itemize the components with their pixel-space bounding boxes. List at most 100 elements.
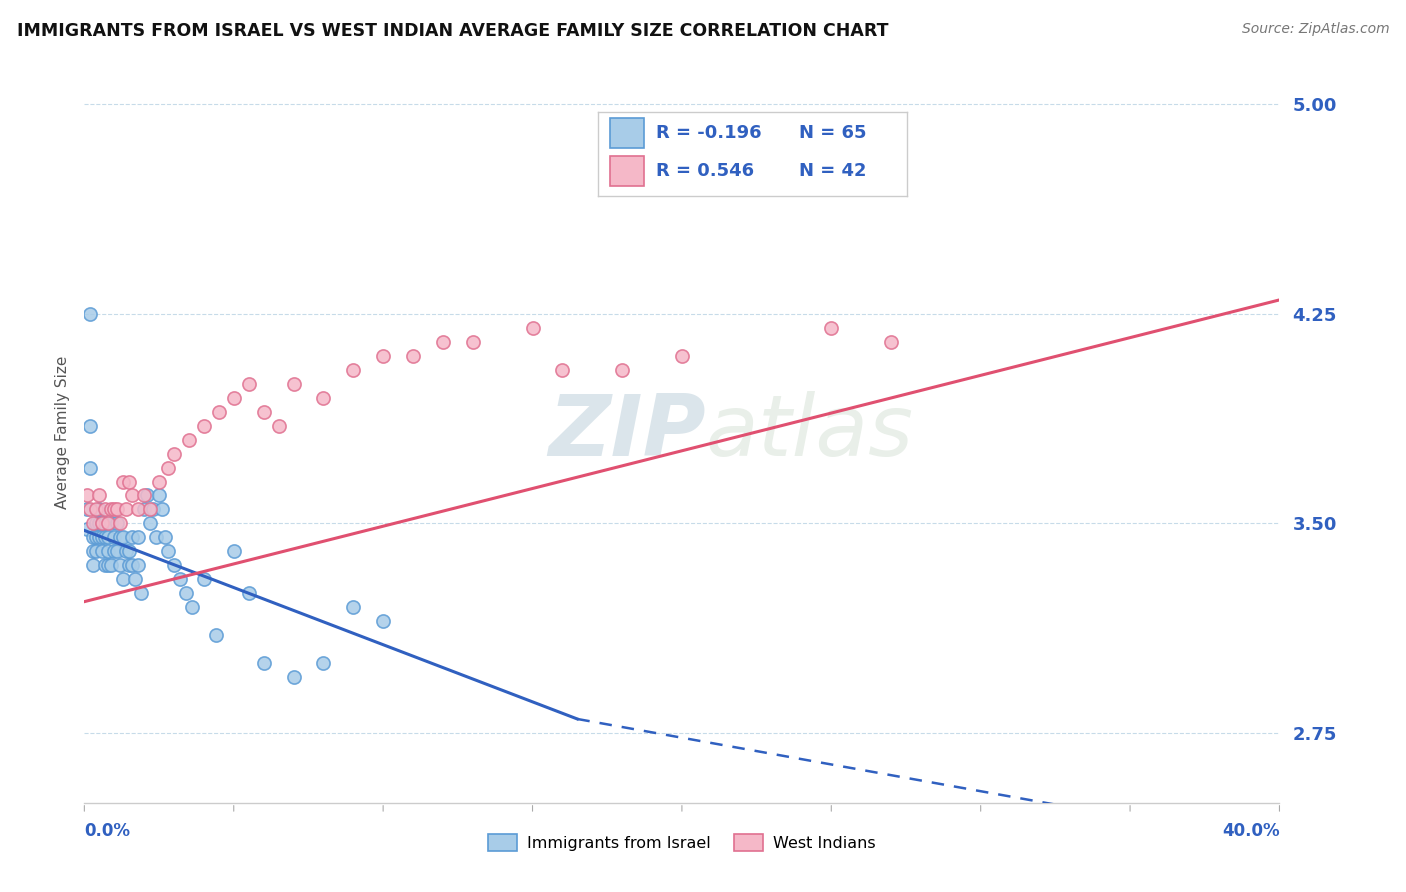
Point [103,502,125,516]
Point [342,600,364,615]
Point [112,572,135,586]
Point [94,502,117,516]
Point [193,418,215,433]
Point [89,488,111,502]
Point [127,558,149,573]
Point [612,363,634,377]
Point [205,628,228,642]
Point [163,446,186,460]
Legend: Immigrants from Israel, West Indians: Immigrants from Israel, West Indians [482,828,882,858]
Point [112,475,135,489]
Point [82,530,104,544]
Text: 40.0%: 40.0% [1222,822,1279,840]
Bar [610,156,644,186]
Point [118,544,141,558]
Point [89,530,111,544]
Point [153,530,176,544]
Point [148,475,170,489]
Point [551,363,574,377]
Point [94,530,117,544]
Point [110,558,132,573]
Point [82,558,104,573]
Point [174,586,197,600]
Point [82,516,104,531]
Point [110,530,132,544]
Point [124,572,146,586]
Point [118,475,141,489]
Text: atlas: atlas [706,391,914,475]
Point [79,460,101,475]
Text: 0.0%: 0.0% [84,822,131,840]
Point [86,502,108,516]
Text: N = 65: N = 65 [799,124,866,142]
Point [100,516,122,531]
Point [142,502,165,516]
Point [86,544,108,558]
Point [89,502,111,516]
Point [97,530,120,544]
Point [129,586,152,600]
Point [373,349,395,363]
Point [105,516,128,531]
Text: Source: ZipAtlas.com: Source: ZipAtlas.com [1241,22,1389,37]
Point [522,321,544,335]
Point [222,544,245,558]
Point [97,516,120,531]
Point [157,460,180,475]
Point [432,334,454,349]
Point [76,502,98,516]
Point [136,488,159,502]
Point [86,516,108,531]
Point [100,558,122,573]
Point [163,558,186,573]
Point [671,349,693,363]
Point [169,572,191,586]
Point [79,418,101,433]
Point [112,530,135,544]
Point [342,363,364,377]
Point [91,516,114,531]
Point [193,572,215,586]
Point [253,405,276,419]
Point [283,376,305,391]
Point [127,502,149,516]
Y-axis label: Average Family Size: Average Family Size [55,356,70,509]
Point [121,488,143,502]
Point [402,349,425,363]
Point [115,502,138,516]
Point [82,544,104,558]
Point [373,614,395,628]
Point [91,544,114,558]
Point [157,544,180,558]
Point [89,516,111,531]
Point [103,530,125,544]
Point [139,502,162,516]
Point [118,558,141,573]
Bar [610,119,644,148]
Point [283,670,305,684]
Point [238,586,260,600]
Point [880,334,903,349]
Point [103,544,125,558]
Point [127,530,149,544]
Point [79,307,101,321]
Point [132,488,156,502]
Point [121,558,143,573]
Point [181,600,204,615]
Point [253,656,276,670]
Point [208,405,231,419]
Point [177,433,200,447]
Point [150,502,173,516]
Point [100,502,122,516]
Point [91,516,114,531]
Text: R = 0.546: R = 0.546 [657,161,755,180]
Point [461,334,484,349]
Point [105,502,128,516]
Point [121,530,143,544]
Point [132,502,156,516]
Text: R = -0.196: R = -0.196 [657,124,762,142]
Point [76,522,98,536]
Point [820,321,842,335]
Point [94,516,117,531]
Point [148,488,170,502]
